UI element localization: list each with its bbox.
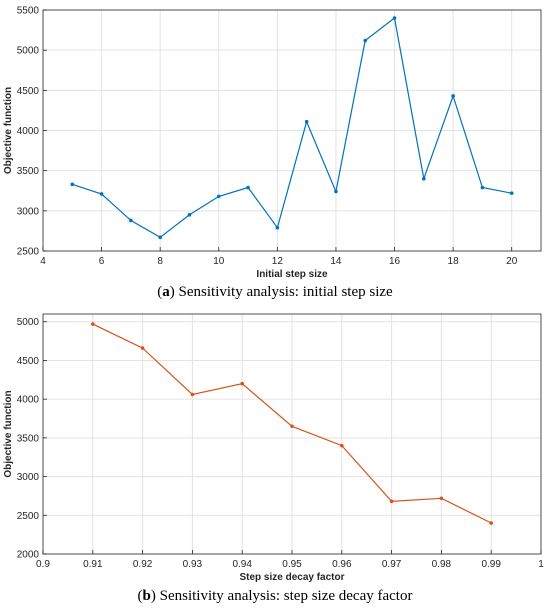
x-tick-label: 18: [448, 256, 460, 267]
data-point: [439, 496, 444, 501]
y-tick-label: 4000: [17, 126, 40, 137]
x-tick-label: 0.96: [332, 559, 352, 570]
y-tick-label: 4000: [17, 395, 40, 406]
x-tick-label: 1: [538, 559, 544, 570]
y-axis-label: Objective function: [3, 87, 14, 174]
x-tick-label: 6: [99, 256, 105, 267]
x-tick-label: 0.9: [36, 559, 50, 570]
y-tick-label: 2500: [17, 511, 40, 522]
data-point: [158, 235, 162, 240]
y-tick-label: 5500: [17, 6, 40, 17]
data-point: [509, 191, 514, 195]
x-tick-label: 0.93: [183, 559, 203, 570]
caption-b: (b) Sensitivity analysis: step size deca…: [137, 588, 413, 604]
data-point: [70, 182, 75, 187]
data-point: [392, 16, 397, 20]
y-tick-label: 3500: [17, 433, 40, 444]
x-tick-label: 12: [272, 256, 284, 267]
y-tick-label: 5000: [17, 317, 40, 328]
chart-initial-step-size: 4 6 8 10 12 14 16 18 20 2500 3000 3500 4000 4500 5000 5…: [3, 6, 542, 280]
x-tick-label: 0.92: [133, 559, 153, 570]
data-point: [190, 392, 195, 397]
data-point: [480, 185, 485, 190]
data-point: [363, 38, 368, 43]
y-tick-label: 2500: [17, 247, 40, 258]
x-tick-label: 14: [330, 256, 342, 267]
y-tick-label: 2000: [17, 550, 40, 561]
x-tick-label: 8: [157, 256, 163, 267]
data-point: [290, 424, 294, 429]
data-point: [422, 176, 426, 181]
data-point: [140, 346, 145, 350]
data-point: [389, 499, 394, 504]
data-point: [216, 194, 221, 199]
y-tick-label: 4500: [17, 356, 40, 367]
chart-step-size-decay-factor: 0.9 0.91 0.92 0.93 0.94 0.95 0.96 0.97 0.98 0.99 1…: [3, 313, 544, 583]
data-point: [99, 192, 104, 196]
y-tick-label: 3500: [17, 166, 40, 177]
y-tick-label: 3000: [17, 472, 40, 483]
y-axis-label: Objective function: [3, 390, 14, 477]
x-tick-label: 20: [506, 256, 518, 267]
x-tick-label: 0.95: [282, 559, 302, 570]
x-axis-label: Step size decay factor: [239, 572, 344, 583]
x-tick-label: 10: [213, 256, 225, 267]
data-point: [304, 119, 309, 124]
data-point: [340, 443, 344, 448]
y-tick-label: 3000: [17, 206, 40, 217]
x-axis-label: Initial step size: [256, 269, 328, 280]
series-line: [72, 16, 512, 239]
data-point: [129, 218, 133, 223]
x-tick-label: 0.98: [432, 559, 452, 570]
data-point: [240, 381, 244, 386]
data-point: [489, 521, 494, 525]
x-tick-label: 4: [40, 256, 46, 267]
x-tick-label: 0.97: [382, 559, 402, 570]
data-point: [91, 322, 95, 326]
x-tick-label: 16: [389, 256, 401, 267]
data-point: [451, 94, 455, 98]
data-point: [187, 213, 192, 217]
x-tick-label: 0.99: [481, 559, 501, 570]
y-tick-label: 4500: [17, 86, 40, 97]
data-point: [246, 185, 250, 190]
x-tick-label: 0.94: [232, 559, 252, 570]
caption-a: (a) Sensitivity analysis: initial step s…: [157, 284, 393, 300]
data-point: [334, 189, 338, 194]
y-tick-label: 5000: [17, 46, 40, 57]
x-tick-label: 0.91: [83, 559, 103, 570]
data-point: [275, 225, 280, 230]
